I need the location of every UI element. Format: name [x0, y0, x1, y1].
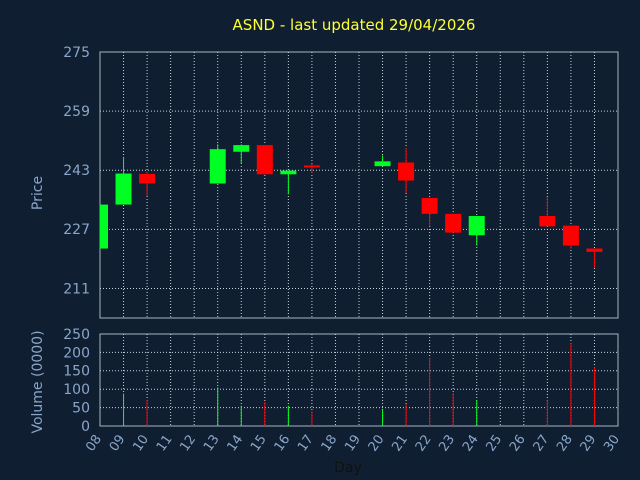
x-tick-label: 17	[295, 432, 317, 454]
x-axis-label: Day	[334, 460, 362, 476]
candle-body	[209, 149, 226, 184]
x-tick-label: 16	[272, 432, 294, 454]
x-axis: 08 09 10 11 12 13 14 15 16 17 18 19 20 21 22 23 24 25 26 27…	[83, 432, 623, 454]
candle-body	[233, 145, 250, 152]
x-tick-label: 13	[201, 432, 223, 454]
candle-body	[100, 204, 108, 249]
price-tick-label: 211	[63, 281, 90, 297]
volume-tick-label: 50	[72, 401, 90, 417]
x-tick-label: 21	[389, 432, 411, 454]
price-tick-label: 243	[63, 163, 90, 179]
volume-tick-label: 250	[63, 327, 90, 343]
x-tick-label: 14	[224, 432, 246, 454]
price-tick-label: 227	[63, 222, 90, 238]
x-tick-label: 25	[483, 432, 505, 454]
candle-body	[280, 170, 297, 175]
candle-body	[139, 173, 156, 184]
candle-body	[398, 162, 415, 181]
volume-tick-label: 200	[63, 345, 90, 361]
x-tick-label: 24	[460, 432, 482, 454]
x-tick-label: 12	[177, 432, 199, 454]
candle-body	[445, 213, 462, 233]
chart-title: ASND - last updated 29/04/2026	[233, 16, 476, 34]
x-tick-label: 18	[319, 432, 341, 454]
price-tick-label: 275	[63, 45, 90, 61]
x-tick-label: 10	[130, 432, 152, 454]
candle-body	[468, 216, 485, 236]
candle-body	[586, 248, 603, 252]
candle-body	[256, 145, 273, 175]
volume-panel: 250 200 150 100 50 0	[63, 327, 619, 435]
candle-body	[562, 225, 579, 246]
candle-body	[303, 165, 320, 168]
x-tick-label: 15	[248, 432, 270, 454]
candle-body	[115, 173, 132, 205]
x-tick-label: 19	[342, 432, 364, 454]
x-tick-label: 28	[554, 432, 576, 454]
x-tick-label: 09	[107, 432, 129, 454]
price-panel: 275 259 243 227 211	[63, 45, 619, 319]
candle-body	[421, 197, 438, 214]
x-tick-label: 29	[578, 432, 600, 454]
x-tick-label: 26	[507, 432, 529, 454]
x-tick-label: 30	[601, 432, 623, 454]
price-tick-label: 259	[63, 104, 90, 120]
price-axis-label: Price	[30, 176, 46, 210]
volume-tick-label: 150	[63, 364, 90, 380]
candle-body	[539, 216, 556, 227]
x-tick-label: 27	[531, 432, 553, 454]
x-tick-label: 22	[413, 432, 435, 454]
volume-tick-label: 100	[63, 382, 90, 398]
x-tick-label: 08	[83, 432, 105, 454]
x-tick-label: 20	[366, 432, 388, 454]
x-tick-label: 11	[154, 432, 176, 454]
volume-axis-label: Volume (0000)	[30, 330, 46, 433]
x-tick-label: 23	[436, 432, 458, 454]
candle-body	[374, 161, 391, 167]
volume-tick-label: 0	[81, 419, 90, 435]
